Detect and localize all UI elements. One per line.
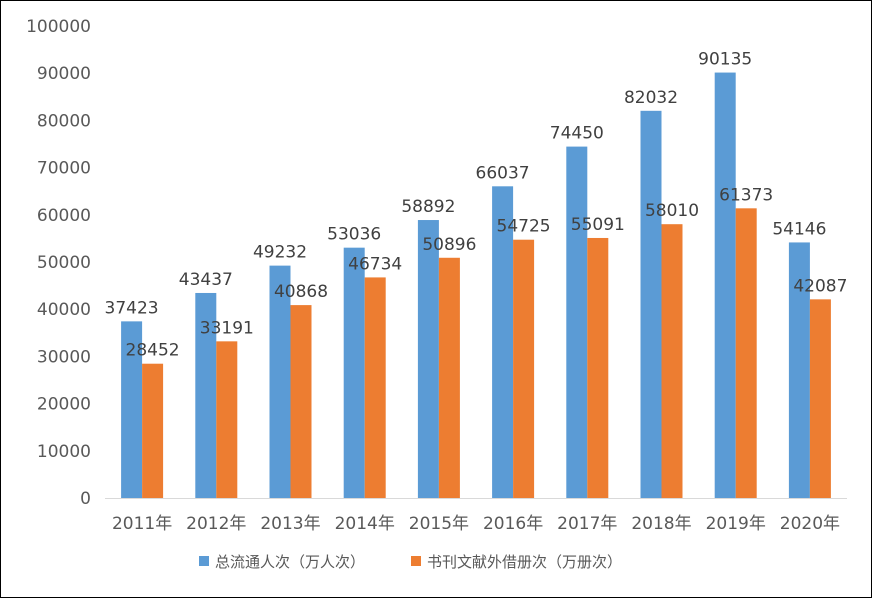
bar-series-2 (735, 208, 757, 498)
bar-series-2 (513, 239, 535, 498)
bar-series-1 (714, 72, 736, 498)
x-tick-label: 2011年 (112, 514, 172, 534)
data-label-series-2: 46734 (348, 254, 402, 274)
bar-series-1 (343, 247, 365, 498)
x-tick-label: 2015年 (409, 514, 469, 534)
data-label-series-2: 55091 (571, 215, 625, 235)
y-tick-label: 0 (80, 489, 91, 509)
bar-series-2 (142, 363, 164, 498)
bar-series-2 (364, 277, 386, 498)
data-label-series-1: 49232 (253, 243, 307, 263)
data-label-series-2: 33191 (200, 318, 254, 338)
x-tick-label: 2019年 (706, 514, 766, 534)
data-label-series-1: 43437 (179, 270, 233, 290)
bar-series-2 (587, 237, 609, 499)
data-label-series-2: 42087 (793, 276, 847, 296)
y-tick-label: 90000 (37, 64, 91, 84)
bar-series-1 (195, 292, 217, 498)
y-tick-label: 40000 (37, 300, 91, 320)
x-tick-label: 2016年 (483, 514, 543, 534)
data-label-series-1: 53036 (327, 225, 381, 245)
data-label-series-2: 61373 (719, 185, 773, 205)
data-label-series-1: 74450 (550, 124, 604, 144)
data-label-series-1: 37423 (105, 298, 159, 318)
data-label-series-2: 58010 (645, 201, 699, 221)
data-label-series-1: 54146 (772, 219, 826, 239)
legend-label-series-2: 书刊文献外借册次（万册次） (427, 553, 622, 571)
x-axis-tick-labels: 2011年 2012年 2013年 2014年 2015年 2016年 2017年 2018年… (112, 514, 840, 534)
data-label-series-2: 54725 (497, 217, 551, 237)
data-label-series-2: 40868 (274, 282, 328, 302)
bar-series-1 (269, 265, 291, 498)
y-tick-label: 70000 (37, 159, 91, 179)
bar-series-2 (809, 299, 831, 498)
legend-swatch-series-2 (411, 556, 421, 566)
data-labels: 37423 28452 43437 33191 49232 40868 53036 46734… (105, 50, 848, 361)
bar-series-1 (417, 220, 439, 498)
legend-label-series-1: 总流通人次（万人次） (215, 553, 365, 571)
bar-series-1 (492, 186, 514, 498)
y-tick-label: 10000 (37, 442, 91, 462)
bar-series-2 (438, 257, 460, 498)
bars (121, 72, 831, 499)
legend-swatch-series-1 (199, 556, 209, 566)
data-label-series-1: 58892 (401, 197, 455, 217)
data-label-series-2: 50896 (422, 235, 476, 255)
x-tick-label: 2018年 (631, 514, 691, 534)
x-tick-label: 2013年 (260, 514, 320, 534)
y-axis-tick-labels: 0 10000 20000 30000 40000 50000 60000 70000 8000… (26, 17, 91, 509)
bar-series-1 (788, 242, 810, 498)
y-tick-label: 80000 (37, 111, 91, 131)
y-tick-label: 50000 (37, 253, 91, 273)
bar-series-1 (566, 146, 588, 498)
bar-series-1 (640, 110, 662, 498)
x-tick-label: 2017年 (557, 514, 617, 534)
data-label-series-1: 66037 (476, 163, 530, 183)
bar-series-2 (216, 341, 238, 498)
x-tick-label: 2014年 (335, 514, 395, 534)
x-tick-label: 2012年 (186, 514, 246, 534)
data-label-series-1: 82032 (624, 88, 678, 108)
bar-series-1 (121, 321, 143, 498)
y-tick-label: 60000 (37, 206, 91, 226)
data-label-series-2: 28452 (126, 341, 180, 361)
y-tick-label: 20000 (37, 395, 91, 415)
bar-series-2 (290, 305, 312, 498)
y-tick-label: 100000 (26, 17, 91, 37)
y-tick-label: 30000 (37, 347, 91, 367)
x-tick-label: 2020年 (780, 514, 840, 534)
bar-series-2 (661, 224, 683, 498)
data-label-series-1: 90135 (698, 50, 752, 70)
legend: 总流通人次（万人次） 书刊文献外借册次（万册次） (199, 553, 622, 571)
